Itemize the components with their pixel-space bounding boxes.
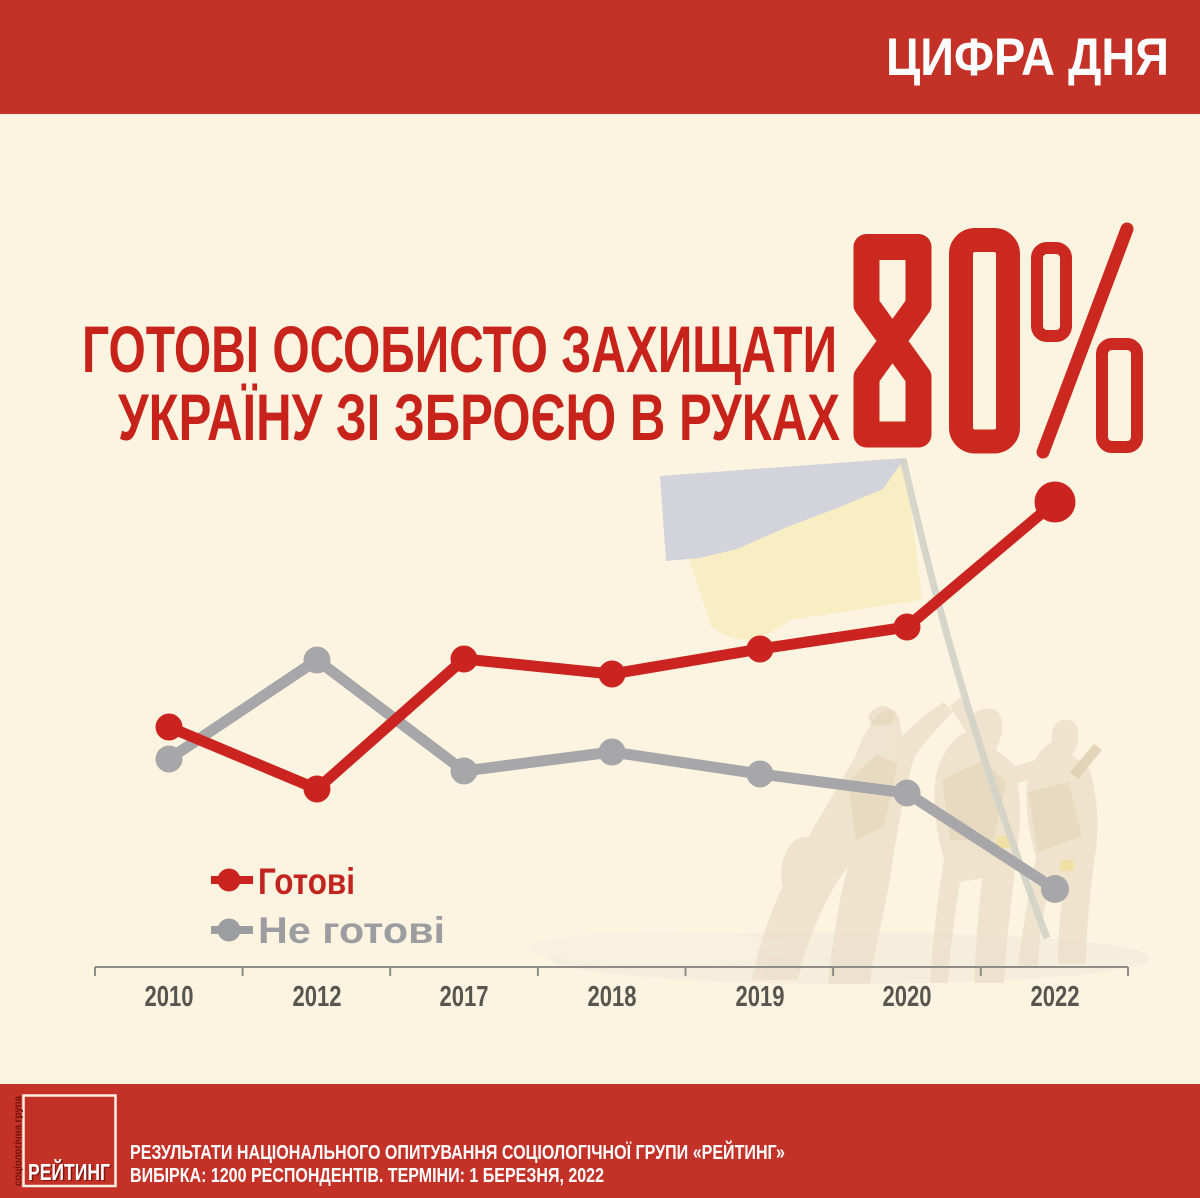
svg-text:2017: 2017	[440, 981, 489, 1013]
svg-text:соціологічна група: соціологічна група	[12, 1096, 24, 1186]
svg-text:ЦИФРА ДНЯ: ЦИФРА ДНЯ	[886, 28, 1169, 87]
svg-text:РЕЙТИНГ: РЕЙТИНГ	[28, 1158, 110, 1185]
svg-text:УКРАЇНУ ЗІ ЗБРОЄЮ В РУКАХ: УКРАЇНУ ЗІ ЗБРОЄЮ В РУКАХ	[118, 380, 840, 454]
svg-text:Не готові: Не готові	[258, 910, 445, 951]
svg-text:РЕЗУЛЬТАТИ НАЦІОНАЛЬНОГО ОПИТУ: РЕЗУЛЬТАТИ НАЦІОНАЛЬНОГО ОПИТУВАННЯ СОЦІ…	[130, 1140, 785, 1164]
svg-text:2018: 2018	[588, 981, 637, 1013]
svg-text:2012: 2012	[293, 981, 342, 1013]
svg-text:ГОТОВІ ОСОБИСТО ЗАХИЩАТИ: ГОТОВІ ОСОБИСТО ЗАХИЩАТИ	[82, 312, 837, 386]
svg-text:Готові: Готові	[258, 861, 355, 902]
svg-text:2010: 2010	[145, 981, 194, 1013]
svg-text:2020: 2020	[883, 981, 932, 1013]
svg-text:2022: 2022	[1031, 981, 1080, 1013]
svg-text:2019: 2019	[736, 981, 785, 1013]
svg-text:ВИБІРКА: 1200 РЕСПОНДЕНТІВ. ТЕ: ВИБІРКА: 1200 РЕСПОНДЕНТІВ. ТЕРМІНИ: 1 Б…	[130, 1164, 604, 1187]
svg-text:РЕЙТИНГ: РЕЙТИНГ	[30, 1159, 112, 1186]
